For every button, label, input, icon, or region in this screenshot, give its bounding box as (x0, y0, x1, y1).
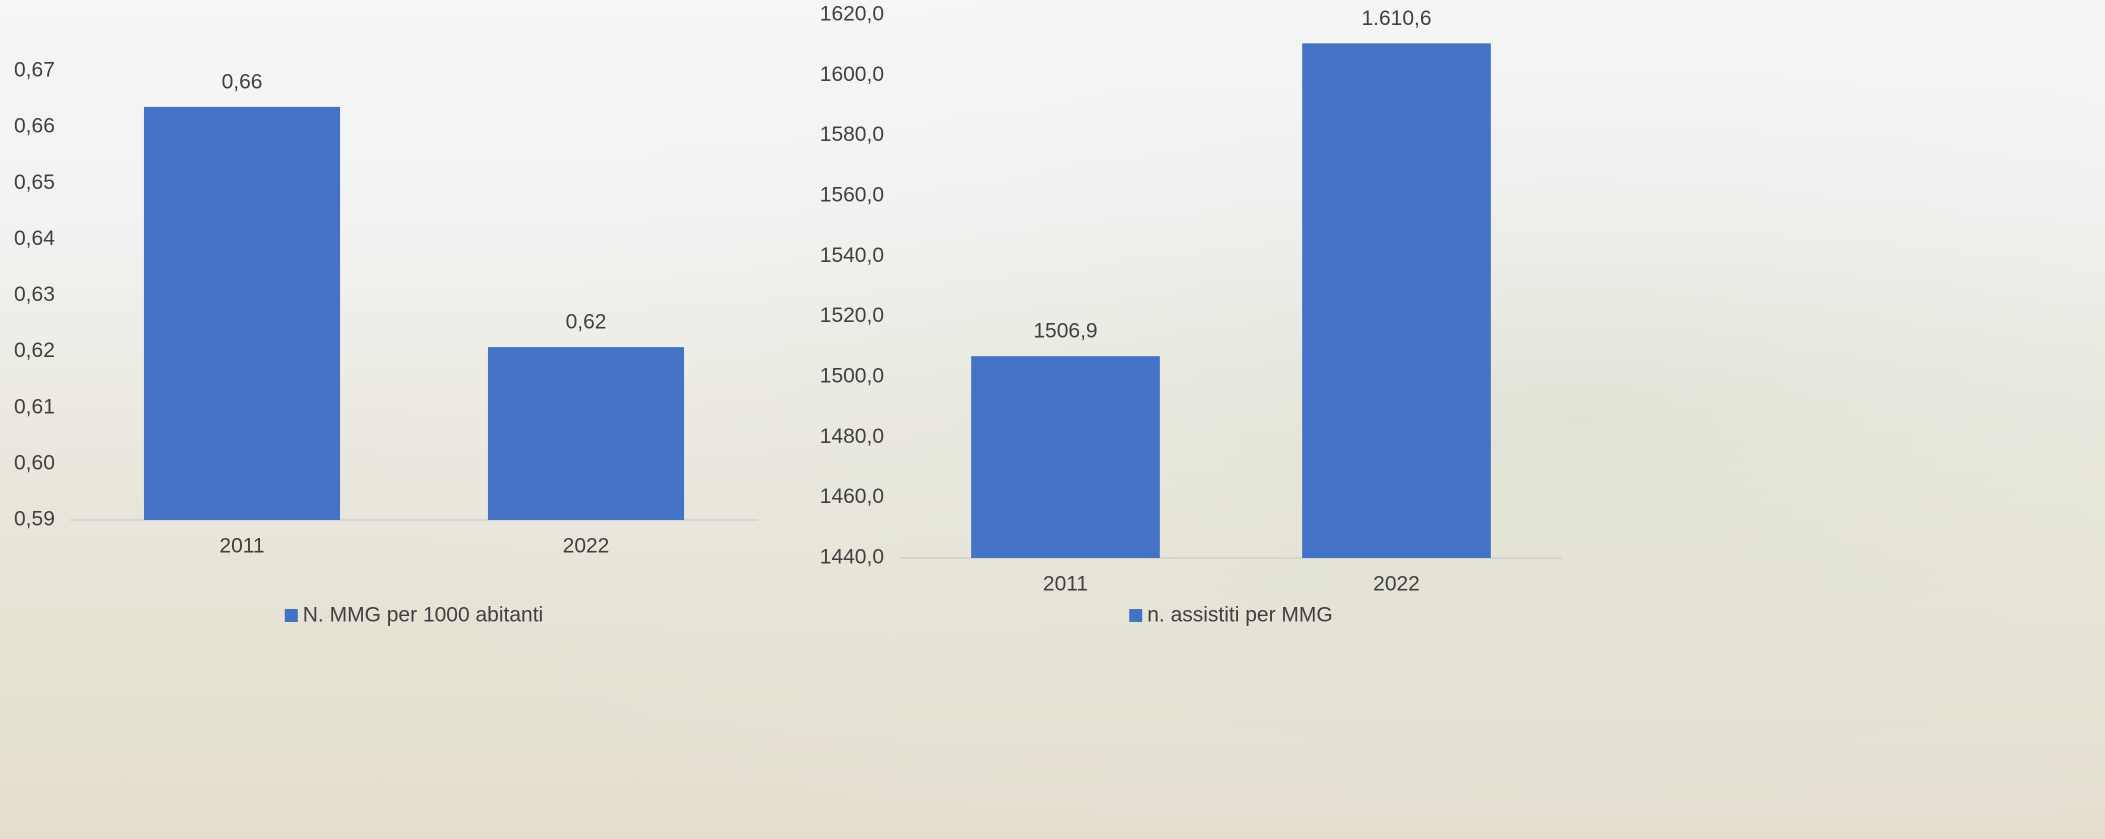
y-tick-label: 0,63 (14, 283, 55, 306)
y-tick-label: 0,62 (14, 339, 55, 362)
bar (143, 106, 341, 521)
data-label: 0,62 (566, 311, 607, 334)
y-tick-label: 0,66 (14, 115, 55, 138)
bar (971, 356, 1160, 558)
x-tick-label: 2011 (1043, 573, 1088, 596)
y-tick-label: 1600,0 (820, 63, 884, 86)
y-tick-label: 1460,0 (820, 485, 884, 508)
y-tick-label: 1440,0 (820, 546, 884, 569)
y-tick-label: 0,60 (14, 451, 55, 474)
data-label: 0,66 (222, 70, 263, 93)
y-tick-label: 1580,0 (820, 123, 884, 146)
bar (1302, 43, 1491, 558)
y-tick-label: 0,65 (14, 171, 55, 194)
x-tick-label: 2022 (1373, 573, 1420, 596)
y-tick-label: 1620,0 (820, 3, 884, 26)
y-tick-label: 0,59 (14, 508, 55, 531)
y-tick-label: 1540,0 (820, 244, 884, 267)
legend-swatch (1129, 609, 1143, 622)
legend-swatch (284, 609, 298, 622)
y-tick-label: 0,67 (14, 59, 55, 82)
data-label: 1506,9 (1033, 320, 1097, 343)
legend-label: n. assistiti per MMG (1147, 604, 1333, 627)
y-tick-label: 1560,0 (820, 184, 884, 207)
bar (487, 347, 685, 520)
y-tick-label: 1520,0 (820, 304, 884, 327)
x-tick-label: 2022 (563, 535, 610, 558)
y-tick-label: 0,61 (14, 395, 55, 418)
y-tick-label: 1480,0 (820, 425, 884, 448)
y-tick-label: 0,64 (14, 227, 55, 250)
x-tick-label: 2011 (219, 535, 264, 558)
data-label: 1.610,6 (1361, 7, 1431, 30)
y-tick-label: 1500,0 (820, 365, 884, 388)
legend-label: N. MMG per 1000 abitanti (303, 604, 543, 627)
